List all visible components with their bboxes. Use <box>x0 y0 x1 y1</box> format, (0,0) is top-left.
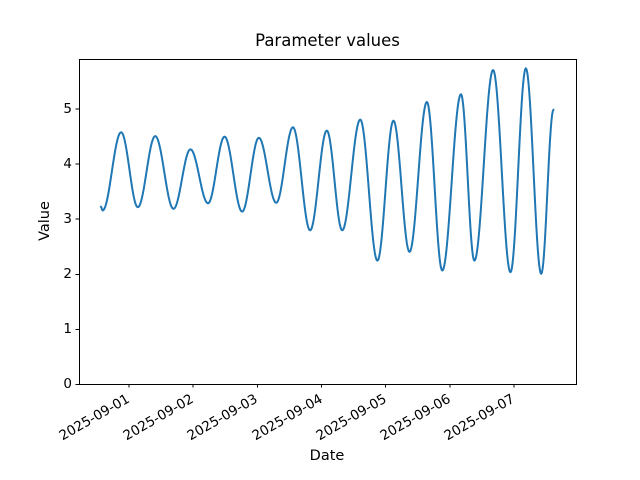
axes-spines <box>79 59 577 385</box>
y-tick-label: 0 <box>63 376 72 392</box>
x-axis-label: Date <box>309 448 345 464</box>
y-tick-label: 4 <box>63 155 72 172</box>
y-tick-label: 2 <box>63 265 72 282</box>
y-tick-label: 1 <box>63 320 72 337</box>
y-tick-label: 5 <box>63 100 72 117</box>
y-tick-label: 3 <box>63 210 72 227</box>
series-line <box>99 67 555 275</box>
chart-title: Parameter values <box>255 31 400 50</box>
